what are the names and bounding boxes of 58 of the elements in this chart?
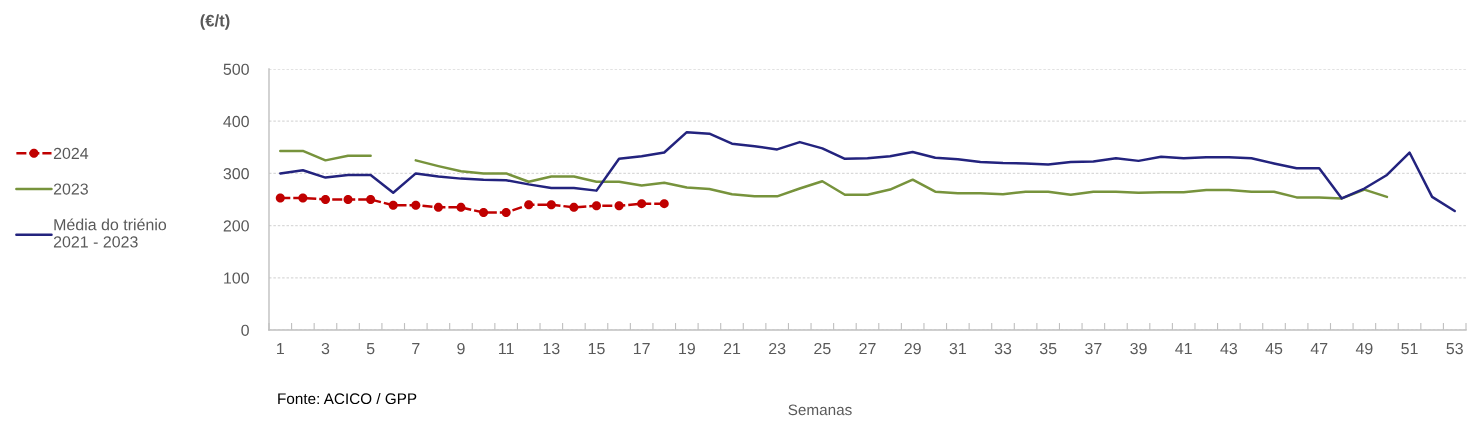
x-tick-label: 51	[1401, 343, 1418, 355]
x-tick-label: 11	[499, 343, 514, 355]
point	[298, 193, 308, 203]
point	[388, 200, 398, 210]
x-tick-label: 5	[366, 343, 375, 355]
y-tick-label: 500	[223, 63, 249, 75]
source-note: Fonte: ACICO / GPP	[278, 392, 417, 405]
point	[343, 194, 353, 205]
x-tick-label: 39	[1130, 342, 1147, 355]
x-tick-label: 7	[412, 343, 420, 355]
x-tick-label: 9	[457, 342, 465, 355]
x-tick-label: 19	[679, 342, 695, 355]
x-tick-label: 3	[321, 342, 330, 355]
point	[479, 208, 489, 218]
x-tick-label: 27	[859, 342, 876, 355]
y-tick-label: 0	[241, 324, 249, 336]
x-tick-label: 35	[1039, 342, 1057, 355]
point	[569, 202, 579, 212]
point	[637, 199, 647, 209]
x-tick-label: 37	[1085, 342, 1102, 355]
x-tick-label: 49	[1355, 342, 1373, 355]
x-tick-label: 43	[1220, 342, 1238, 355]
point	[366, 194, 376, 205]
x-tick-label: 31	[949, 342, 966, 355]
y-tick-label: 100	[224, 272, 249, 284]
point	[456, 202, 466, 212]
point	[320, 194, 330, 205]
y-tick-label: 400	[223, 115, 249, 128]
x-tick-label: 41	[1175, 343, 1192, 355]
y-tick-label: 200	[223, 220, 249, 232]
x-tick-label: 23	[769, 342, 786, 355]
point	[433, 202, 443, 212]
legend-label: 2024	[53, 147, 89, 160]
point	[546, 200, 556, 210]
x-tick-label: 15	[588, 343, 605, 355]
legend-label: 2023	[53, 183, 88, 195]
y-axis-title: (€/t)	[200, 14, 230, 30]
x-tick-label: 33	[994, 342, 1012, 355]
point	[659, 199, 669, 209]
y-tick-label: 300	[223, 168, 249, 180]
point	[275, 193, 285, 203]
point	[411, 200, 421, 210]
point	[524, 200, 534, 210]
x-tick-label: 25	[814, 342, 831, 355]
point	[614, 201, 624, 211]
legend-label: Média do triénio 2021 - 2023	[53, 218, 167, 248]
x-axis-title: Semanas	[788, 404, 852, 416]
point	[591, 201, 601, 211]
x-tick-label: 1	[277, 343, 284, 355]
line-series	[279, 130, 1456, 213]
x-tick-label: 17	[633, 343, 650, 355]
x-tick-label: 47	[1310, 343, 1328, 355]
x-tick-label: 29	[904, 342, 921, 355]
x-tick-label: 45	[1265, 343, 1283, 355]
x-tick-label: 53	[1446, 342, 1463, 355]
point	[501, 208, 511, 218]
x-tick-label: 13	[543, 342, 560, 355]
x-tick-label: 21	[723, 342, 741, 355]
